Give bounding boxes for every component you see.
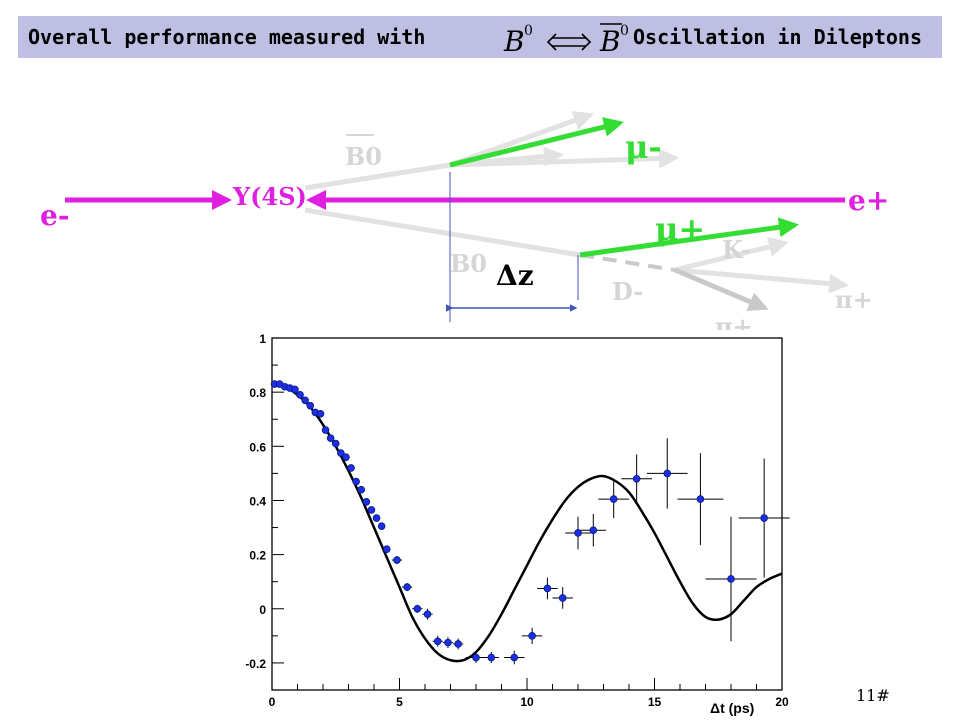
data-point — [454, 640, 462, 648]
data-points-group — [270, 380, 790, 665]
mu-minus-track — [449, 117, 624, 168]
y-tick-label: 0.8 — [249, 386, 266, 400]
plot-frame — [271, 337, 783, 691]
decay-diagram: e- e+ Y(4S) B0 B0 μ- μ+ K- D- π+ π+ Δz — [40, 110, 889, 330]
fit-group — [271, 382, 783, 663]
data-point — [433, 637, 442, 646]
mu-plus-track — [579, 217, 799, 258]
y-tick-label: 1 — [259, 332, 266, 346]
pion-track-1 — [674, 267, 849, 294]
label-pi-plus-2: π+ — [715, 312, 753, 330]
data-point — [696, 495, 705, 503]
data-point — [589, 526, 598, 535]
title-left-text: Overall performance measured with — [28, 25, 426, 49]
b0bar-track — [304, 162, 451, 191]
label-b0: B0 — [450, 249, 487, 278]
data-point — [663, 469, 672, 478]
data-point — [337, 449, 345, 457]
data-point — [510, 653, 519, 662]
y-tick-label: 0.4 — [249, 494, 266, 508]
b0bar-daughter-3 — [449, 148, 679, 169]
data-point — [377, 522, 386, 530]
data-point — [357, 485, 366, 494]
formula-b0-left-sup: 0 — [524, 23, 533, 39]
y-tick-label: 0 — [259, 603, 266, 617]
data-point — [444, 638, 452, 647]
data-point — [347, 464, 355, 472]
data-point — [574, 529, 582, 537]
title-bar: Overall performance measured with B 0 B … — [18, 16, 942, 58]
data-point — [558, 594, 567, 602]
x-tick-label: 0 — [269, 695, 276, 709]
data-point — [413, 604, 422, 613]
title-right-text: Oscillation in Dileptons — [633, 25, 922, 49]
label-k-minus: K- — [722, 235, 751, 264]
data-point — [342, 453, 350, 461]
b0-track — [304, 207, 581, 258]
data-point — [528, 632, 536, 640]
data-point — [632, 475, 641, 483]
data-point — [727, 575, 735, 583]
y-tick-label: 0.2 — [249, 549, 266, 563]
data-point — [321, 426, 330, 434]
data-point — [472, 653, 480, 662]
axes-group: -0.200.20.40.60.810 5 10 15 20 — [245, 332, 789, 709]
label-delta-z: Δz — [496, 259, 534, 292]
data-point — [760, 514, 768, 522]
data-point — [372, 514, 381, 522]
data-point — [487, 653, 496, 662]
data-point — [331, 439, 340, 448]
data-point — [352, 477, 360, 486]
data-point — [296, 391, 304, 399]
data-point — [393, 556, 401, 564]
x-tick-label: 15 — [648, 695, 662, 709]
data-point — [316, 410, 325, 418]
formula-b0-right-sup: 0 — [620, 23, 629, 39]
data-point — [367, 506, 376, 514]
d-meson-track — [579, 253, 676, 272]
data-point — [326, 434, 335, 442]
oscillation-chart: -0.200.20.40.60.810 5 10 15 20 Δt (ps) — [245, 332, 790, 716]
label-e-minus: e- — [40, 199, 69, 232]
label-mu-plus: μ+ — [655, 210, 705, 248]
y-tick-label: 0.6 — [249, 440, 266, 454]
data-point — [362, 498, 371, 506]
formula-b0-left: B — [503, 25, 525, 58]
data-point — [543, 584, 552, 593]
label-e-plus: e+ — [848, 184, 889, 217]
label-upsilon-4s: Y(4S) — [232, 182, 307, 211]
pion-track-2 — [674, 267, 769, 311]
data-point — [403, 583, 411, 591]
label-d-minus: D- — [612, 277, 643, 306]
x-tick-label: 5 — [396, 695, 403, 709]
data-point — [306, 401, 315, 410]
data-point — [301, 396, 309, 405]
data-point — [609, 495, 618, 503]
oscillation-formula: B 0 B 0 — [503, 23, 629, 58]
page-number: 11# — [856, 686, 890, 705]
kaon-track — [674, 237, 789, 273]
data-point — [423, 610, 432, 618]
data-point — [382, 545, 391, 554]
y-tick-label: -0.2 — [245, 657, 266, 671]
x-tick-label: 20 — [775, 695, 789, 709]
fit-curve — [271, 382, 783, 663]
label-mu-minus: μ- — [625, 128, 662, 166]
x-axis-label: Δt (ps) — [710, 700, 754, 716]
label-pi-plus-1: π+ — [835, 285, 873, 314]
label-b0bar: B0 — [345, 142, 382, 171]
double-arrow-icon — [546, 33, 592, 51]
x-tick-label: 10 — [520, 695, 534, 709]
data-point — [291, 385, 299, 394]
formula-b0-right: B — [599, 25, 621, 58]
